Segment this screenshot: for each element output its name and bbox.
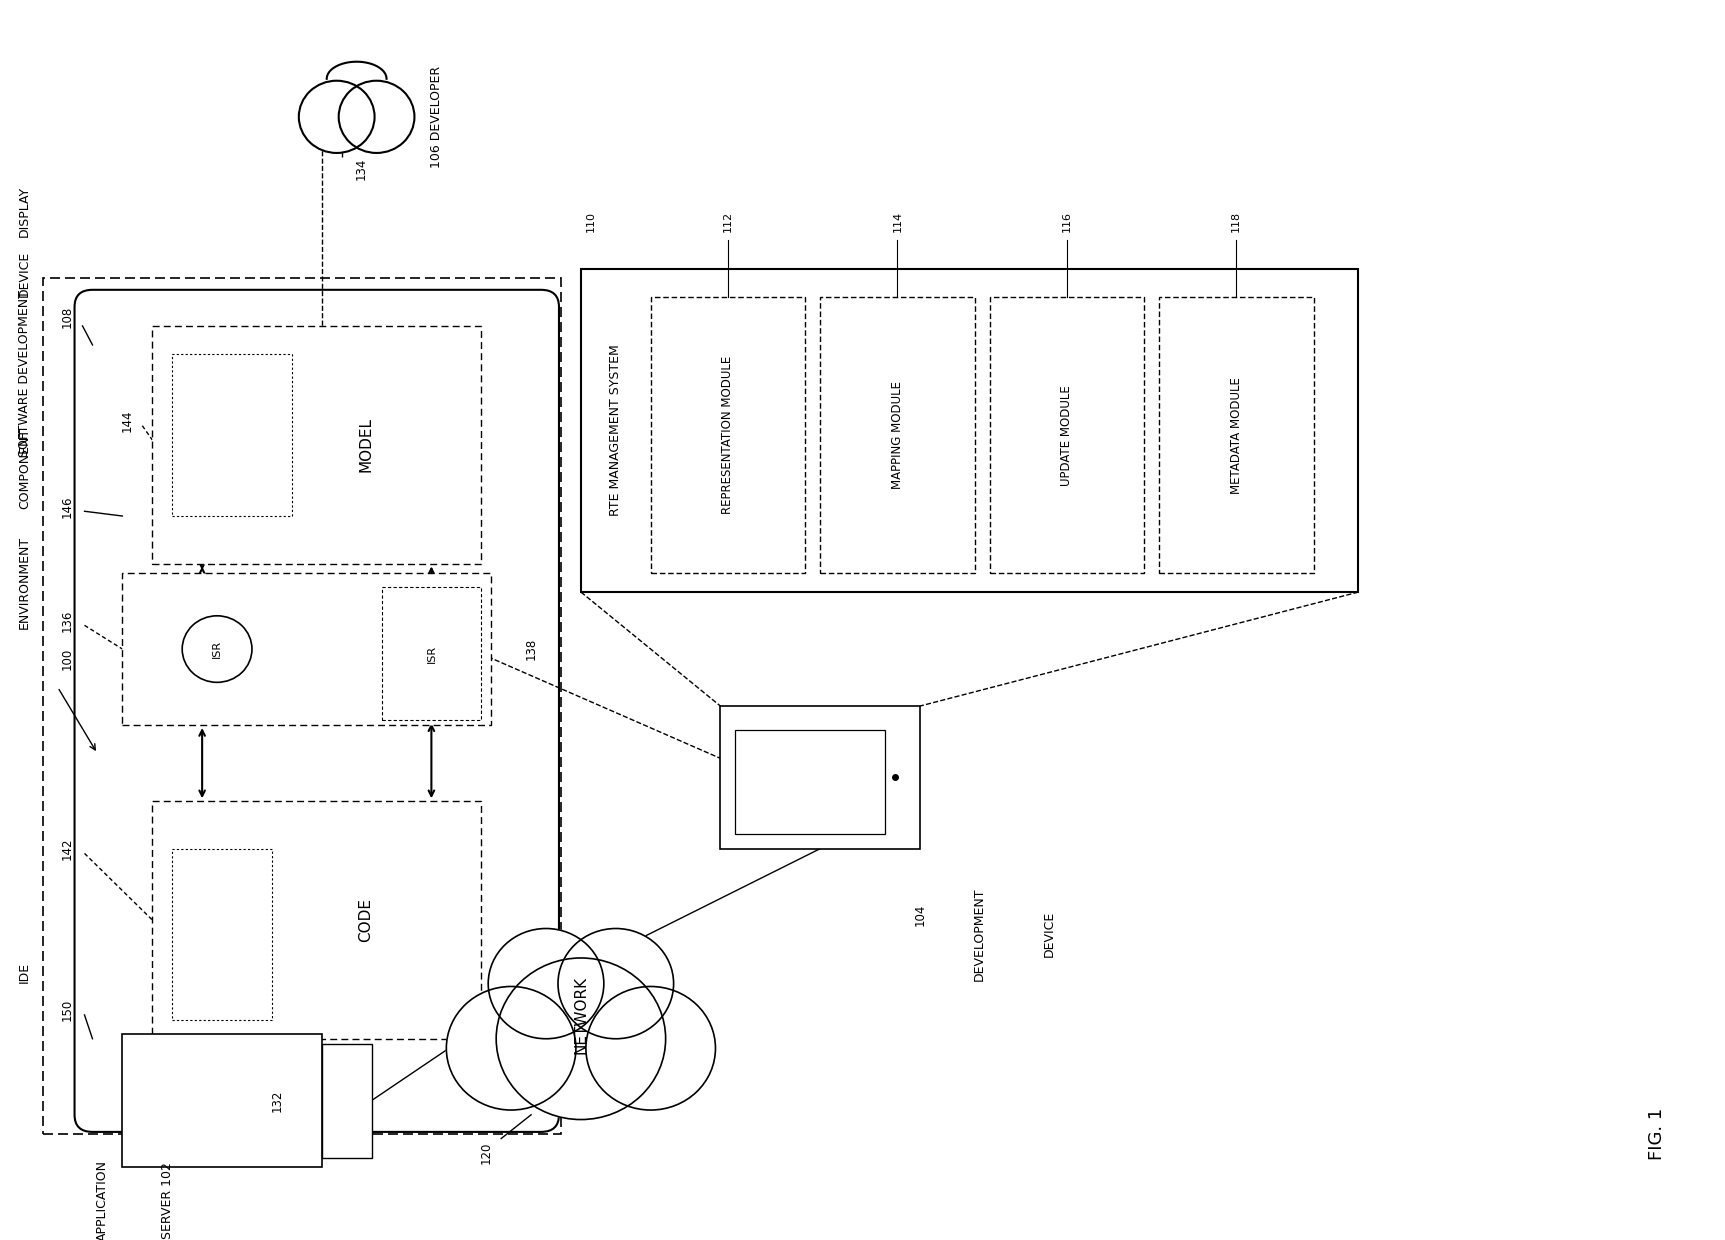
Text: 100: 100: [60, 647, 74, 670]
Text: 112: 112: [723, 211, 733, 232]
Text: 118: 118: [1232, 211, 1242, 232]
Text: FIG. 1: FIG. 1: [1649, 1107, 1666, 1159]
Bar: [650, 298, 806, 573]
Text: ENVIRONMENT: ENVIRONMENT: [19, 536, 31, 629]
Text: DEVICE: DEVICE: [19, 250, 31, 296]
Text: METADATA MODULE: METADATA MODULE: [1230, 377, 1242, 494]
Bar: [323, 1044, 371, 1158]
Text: 104: 104: [913, 904, 926, 926]
Bar: [172, 355, 292, 516]
Bar: [122, 573, 492, 725]
Bar: [172, 848, 273, 1019]
Text: CODE: CODE: [359, 898, 374, 942]
Text: 142: 142: [60, 837, 74, 859]
Text: 134: 134: [355, 157, 367, 180]
Text: 150: 150: [60, 999, 74, 1022]
Text: IDE: IDE: [19, 962, 31, 983]
FancyBboxPatch shape: [74, 290, 559, 1132]
Text: SERVER 102: SERVER 102: [160, 1162, 174, 1239]
Text: UPDATE MODULE: UPDATE MODULE: [1061, 384, 1073, 486]
Circle shape: [586, 987, 716, 1110]
Circle shape: [298, 81, 374, 153]
Bar: [381, 588, 481, 720]
Bar: [990, 298, 1144, 573]
Circle shape: [497, 959, 666, 1120]
Circle shape: [488, 929, 604, 1039]
Text: APPLICATION: APPLICATION: [97, 1159, 109, 1240]
Bar: [122, 1034, 323, 1167]
Text: COMPONENT: COMPONENT: [19, 428, 31, 510]
Text: 108: 108: [60, 305, 74, 327]
Bar: [43, 279, 561, 1133]
Bar: [819, 298, 975, 573]
Text: 146: 146: [60, 495, 74, 518]
Text: 132: 132: [271, 1090, 283, 1112]
Text: 138: 138: [524, 637, 538, 660]
Text: REPRESENTATION MODULE: REPRESENTATION MODULE: [721, 356, 735, 515]
Circle shape: [338, 81, 414, 153]
Bar: [152, 326, 481, 563]
Text: DEVELOPMENT: DEVELOPMENT: [973, 888, 987, 981]
Text: SOFTWARE DEVELOPMENT: SOFTWARE DEVELOPMENT: [19, 290, 31, 456]
Circle shape: [557, 929, 673, 1039]
Text: MODEL: MODEL: [359, 417, 374, 472]
Bar: [1159, 298, 1313, 573]
Text: 114: 114: [892, 211, 902, 232]
Text: DISPLAY: DISPLAY: [19, 186, 31, 237]
Bar: [581, 269, 1358, 591]
Text: 106 DEVELOPER: 106 DEVELOPER: [430, 66, 443, 167]
Text: MAPPING MODULE: MAPPING MODULE: [890, 381, 904, 490]
Text: NETWORK: NETWORK: [573, 976, 588, 1054]
Bar: [721, 706, 919, 848]
Bar: [152, 801, 481, 1039]
Text: ISR: ISR: [426, 645, 436, 663]
Text: ISR: ISR: [212, 640, 223, 658]
Circle shape: [183, 616, 252, 682]
Text: 116: 116: [1063, 211, 1071, 232]
Text: 120: 120: [480, 1142, 493, 1164]
Text: DEVICE: DEVICE: [1044, 911, 1056, 957]
Bar: [735, 730, 885, 835]
Text: 110: 110: [586, 211, 595, 232]
Text: 136: 136: [60, 609, 74, 631]
Circle shape: [447, 987, 576, 1110]
Text: RTE MANAGEMENT SYSTEM: RTE MANAGEMENT SYSTEM: [609, 345, 623, 516]
Text: 144: 144: [121, 409, 135, 433]
